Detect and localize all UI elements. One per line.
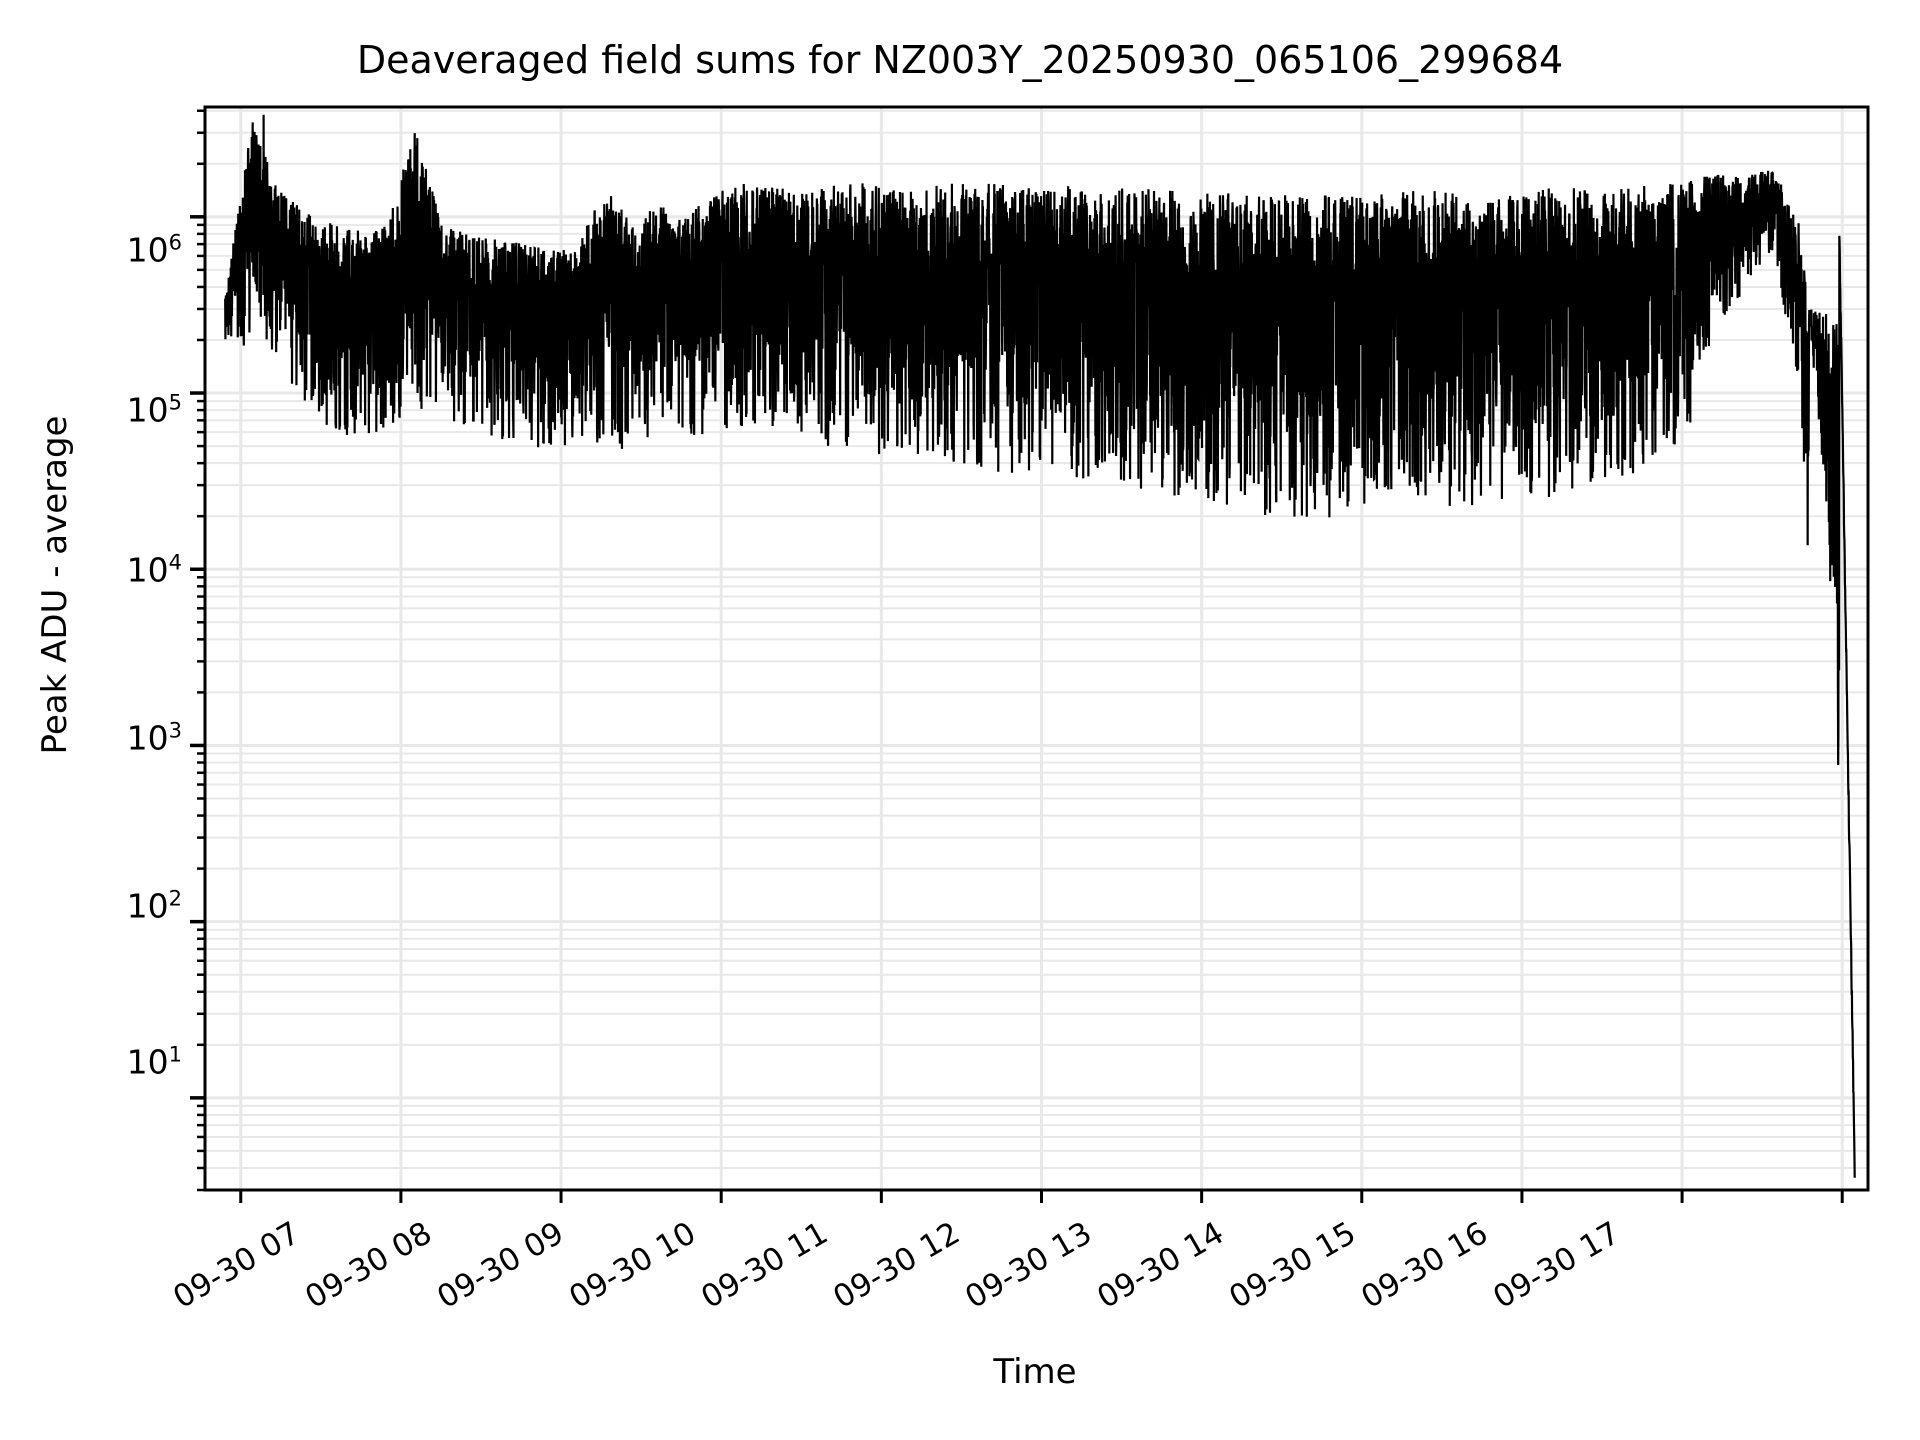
y-tick-label-4: 104 [126,550,182,590]
chart-title: Deaveraged field sums for NZ003Y_2025093… [356,38,1564,82]
y-tick-label-3: 103 [126,718,182,758]
plot-frame-border [203,105,1870,1192]
y-tick-label-5: 105 [126,390,182,430]
x-axis-label: Time [993,1352,1077,1392]
y-tick-label-2: 102 [126,886,182,926]
data-series-line [223,114,1856,1178]
y-tick-label-1: 101 [126,1042,182,1082]
y-tick-label-6: 106 [126,230,182,270]
